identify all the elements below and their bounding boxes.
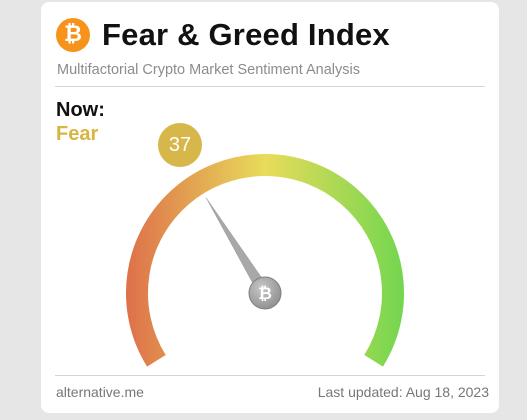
footer-divider — [55, 375, 485, 376]
last-updated: Last updated: Aug 18, 2023 — [317, 384, 489, 400]
fear-greed-card: ₿ Fear & Greed Index Multifactorial Cryp… — [41, 2, 499, 413]
sentiment-gauge: ₿ — [126, 154, 404, 367]
card-header: ₿ Fear & Greed Index — [56, 17, 390, 53]
now-label: Now: — [56, 99, 105, 121]
gauge-arc — [126, 154, 404, 367]
bitcoin-icon: ₿ — [56, 18, 90, 52]
gauge-hub-bitcoin-icon: ₿ — [258, 284, 272, 304]
source-link[interactable]: alternative.me — [56, 384, 144, 400]
page-title: Fear & Greed Index — [102, 17, 390, 52]
page-subtitle: Multifactorial Crypto Market Sentiment A… — [57, 62, 360, 78]
header-divider — [55, 86, 485, 87]
sentiment-classification: Fear — [56, 123, 99, 145]
gauge-hub — [248, 276, 282, 310]
index-value-badge: 37 — [158, 123, 202, 167]
